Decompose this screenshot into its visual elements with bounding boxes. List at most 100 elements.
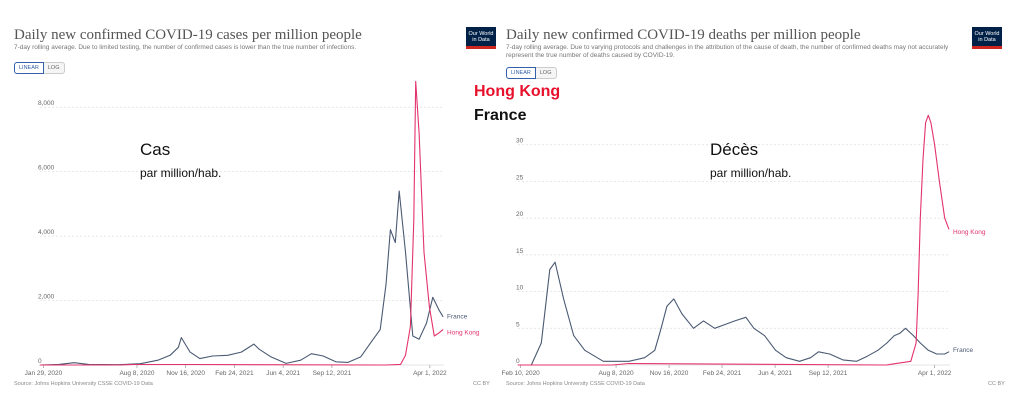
data-point-hong-kong xyxy=(39,364,41,366)
y-tick-label: 4,000 xyxy=(38,229,55,236)
data-point-france xyxy=(227,354,228,356)
data-point-france xyxy=(549,269,551,270)
series-label-hong-kong: Hong Kong xyxy=(953,229,986,236)
data-point-hong-kong xyxy=(418,132,420,134)
data-point-hong-kong xyxy=(438,332,440,334)
license-link[interactable]: CC BY xyxy=(988,381,1005,387)
data-point-hong-kong xyxy=(930,122,932,124)
data-point-france xyxy=(240,351,242,353)
data-point-hong-kong xyxy=(628,363,630,364)
data-point-france xyxy=(703,320,704,322)
data-point-hong-kong xyxy=(433,335,435,337)
linear-button[interactable]: LINEAR xyxy=(506,67,536,79)
annotation-subtitle: par million/hab. xyxy=(140,166,221,180)
data-point-hong-kong xyxy=(939,181,940,182)
x-tick-label: Feb 24, 2021 xyxy=(215,370,254,377)
y-tick-label: 0 xyxy=(38,358,42,365)
data-point-hong-kong xyxy=(517,364,519,366)
data-point-hong-kong xyxy=(413,219,415,221)
data-point-france xyxy=(673,298,675,300)
source-note: Source: Johns Hopkins University CSSE CO… xyxy=(506,381,645,387)
series-label-france: France xyxy=(953,347,974,354)
data-point-hong-kong xyxy=(415,81,417,82)
log-button[interactable]: LOG xyxy=(43,62,65,74)
data-point-france xyxy=(913,335,914,336)
data-point-france xyxy=(785,357,787,359)
data-point-france xyxy=(253,343,255,345)
data-point-france xyxy=(285,363,287,364)
data-point-france xyxy=(818,351,819,353)
deaths-chart-panel: Our World in Data Daily new confirmed CO… xyxy=(466,0,1024,402)
data-point-france xyxy=(745,316,747,318)
data-point-hong-kong xyxy=(612,364,613,366)
data-point-france xyxy=(905,327,906,329)
annotation-title: Décès xyxy=(710,140,758,159)
data-point-hong-kong xyxy=(423,251,425,253)
data-point-france xyxy=(944,353,946,355)
data-point-france xyxy=(810,357,811,359)
data-point-france xyxy=(554,261,556,263)
data-point-france xyxy=(654,349,656,351)
license-link[interactable]: CC BY xyxy=(473,381,490,387)
data-point-france xyxy=(398,190,400,192)
data-point-hong-kong xyxy=(915,342,917,344)
x-tick-label: Nov 16, 2020 xyxy=(166,370,205,377)
x-tick-label: Jun 4, 2021 xyxy=(266,370,300,377)
data-point-france xyxy=(157,359,159,361)
data-point-hong-kong xyxy=(429,306,430,308)
annotation-title: Cas xyxy=(140,140,170,159)
data-point-france xyxy=(73,362,75,364)
log-button[interactable]: LOG xyxy=(535,67,557,79)
owid-logo: Our World in Data xyxy=(972,27,1002,49)
data-point-france xyxy=(442,316,444,318)
data-point-hong-kong xyxy=(118,364,119,366)
data-point-france xyxy=(693,327,694,329)
data-point-france xyxy=(178,346,179,348)
data-point-hong-kong xyxy=(944,217,946,219)
data-point-france xyxy=(660,327,662,329)
data-point-hong-kong xyxy=(948,228,950,230)
data-point-hong-kong xyxy=(925,122,926,124)
series-label-hong-kong: Hong Kong xyxy=(447,330,480,337)
chart-title: Daily new confirmed COVID-19 cases per m… xyxy=(14,27,362,43)
data-point-france xyxy=(856,360,858,362)
x-tick-label: Feb 10, 2020 xyxy=(501,370,540,377)
linear-button[interactable]: LINEAR xyxy=(14,62,44,74)
data-point-france xyxy=(322,355,324,357)
y-tick-label: 8,000 xyxy=(38,100,55,107)
series-line-hong-kong xyxy=(518,114,950,366)
data-point-france xyxy=(602,360,604,362)
data-point-france xyxy=(540,342,542,344)
data-point-hong-kong xyxy=(934,144,935,146)
annotation-subtitle: par million/hab. xyxy=(710,166,791,180)
data-point-france xyxy=(311,353,312,355)
data-point-hong-kong xyxy=(192,364,194,365)
chart-title: Daily new confirmed COVID-19 deaths per … xyxy=(506,27,861,43)
data-point-france xyxy=(394,242,396,243)
chart-subtitle: 7-day rolling average. Due to limited te… xyxy=(14,44,357,51)
data-point-france xyxy=(753,327,755,329)
data-point-france xyxy=(842,359,844,361)
x-tick-label: Apr 1, 2022 xyxy=(918,370,952,377)
data-point-france xyxy=(877,349,879,351)
x-tick-label: Jan 29, 2020 xyxy=(25,370,63,377)
data-point-france xyxy=(764,335,765,336)
y-tick-label: 25 xyxy=(516,174,524,181)
scale-toggle: LINEAR LOG xyxy=(506,67,557,79)
data-point-france xyxy=(258,348,260,350)
data-point-hong-kong xyxy=(927,114,929,116)
data-point-france xyxy=(418,338,420,340)
deaths-chart: 0 5 10 15 20 25 30 Feb 10, 2020 Aug 8, 2020 Nov 1… xyxy=(501,114,986,377)
y-tick-label: 30 xyxy=(516,138,524,145)
data-point-hong-kong xyxy=(919,217,921,219)
data-point-france xyxy=(140,363,141,365)
data-point-france xyxy=(189,351,191,353)
cases-chart-panel: Daily new confirmed COVID-19 cases per m… xyxy=(0,0,500,402)
data-point-hong-kong xyxy=(385,364,386,366)
data-point-france xyxy=(644,357,646,359)
data-point-hong-kong xyxy=(886,364,887,366)
data-point-france xyxy=(169,354,171,356)
data-point-france xyxy=(370,342,372,343)
cases-chart: 0 2,000 4,000 6,000 8,000 Jan 29, 2020 Aug 8, … xyxy=(25,80,480,377)
data-point-france xyxy=(936,353,938,355)
